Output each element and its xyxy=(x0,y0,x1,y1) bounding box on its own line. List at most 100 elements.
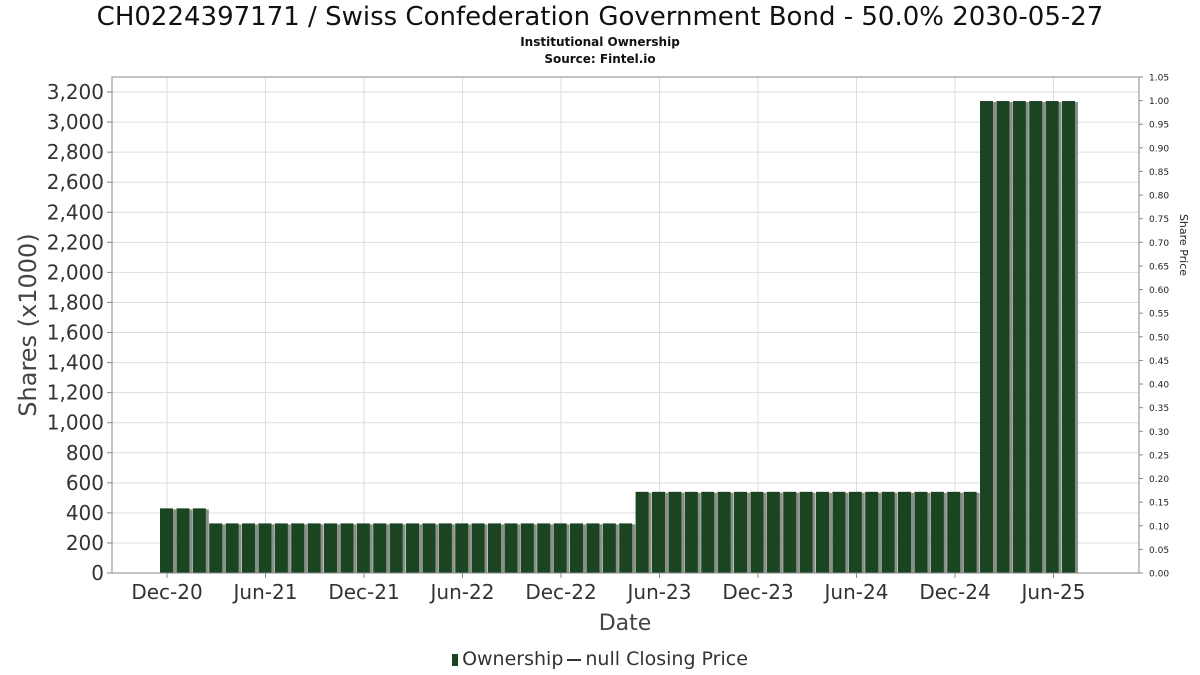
ownership-bar xyxy=(1062,101,1075,573)
y-tick-label: 600 xyxy=(66,471,104,495)
chart-source: Source: Fintel.io xyxy=(544,52,656,66)
ownership-bar xyxy=(1012,101,1026,573)
y-tick-label: 2,000 xyxy=(47,260,104,284)
ownership-bar xyxy=(356,523,370,573)
y-tick-label: 1,600 xyxy=(47,321,104,345)
ownership-bar xyxy=(865,491,879,573)
ownership-bar xyxy=(422,523,436,573)
y-tick-label: 2,800 xyxy=(47,140,104,164)
y-tick-label: 0 xyxy=(91,561,104,585)
ownership-bar xyxy=(635,491,649,573)
ownership-bar xyxy=(242,523,255,573)
y2-tick-label: 0.25 xyxy=(1149,451,1169,461)
ownership-bar xyxy=(389,523,403,573)
ownership-bar xyxy=(816,491,829,573)
ownership-bar xyxy=(602,523,616,573)
x-tick-label: Jun-21 xyxy=(232,580,298,604)
y2-tick-label: 0.85 xyxy=(1149,168,1169,178)
y2-tick-label: 0.30 xyxy=(1149,428,1169,438)
ownership-bar xyxy=(980,101,993,573)
ownership-bar xyxy=(258,523,272,573)
y-tick-label: 2,200 xyxy=(47,230,104,254)
y2-tick-label: 0.65 xyxy=(1149,262,1169,272)
ownership-bar xyxy=(324,523,337,573)
y-tick-label: 1,400 xyxy=(47,351,104,375)
y-axis: 0 200 400 600 800 1,000 1,200 1,400 1,600 1,800 2,… xyxy=(47,80,112,585)
ownership-bar xyxy=(455,523,469,573)
y2-tick-label: 0.20 xyxy=(1149,475,1169,485)
y-tick-label: 3,000 xyxy=(47,110,104,134)
ownership-bar xyxy=(652,491,665,573)
ownership-bar xyxy=(291,523,305,573)
y2-tick-label: 0.00 xyxy=(1149,570,1169,580)
y-tick-label: 1,800 xyxy=(47,290,104,314)
y2-tick-label: 0.80 xyxy=(1149,192,1169,202)
ownership-bar xyxy=(504,523,518,573)
ownership-bar xyxy=(619,523,633,573)
x-tick-label: Dec-21 xyxy=(328,580,399,604)
ownership-bar xyxy=(520,523,534,573)
ownership-bar xyxy=(570,523,583,573)
ownership-bar xyxy=(898,491,911,573)
chart-subtitle: Institutional Ownership xyxy=(520,35,680,49)
bar-layer xyxy=(160,101,1078,573)
y2-axis: 0.00 0.05 0.10 0.15 0.20 0.25 0.30 0.35 0.40 0.45… xyxy=(1139,74,1169,580)
x-tick-label: Jun-23 xyxy=(626,580,692,604)
y2-tick-label: 0.75 xyxy=(1149,215,1169,225)
ownership-bar xyxy=(701,491,715,573)
ownership-bar xyxy=(340,523,354,573)
y-tick-label: 1,200 xyxy=(47,381,104,405)
y2-tick-label: 0.55 xyxy=(1149,310,1169,320)
ownership-bar xyxy=(438,523,452,573)
y2-tick-label: 0.50 xyxy=(1149,333,1169,343)
y-axis-label: Shares (x1000) xyxy=(14,233,42,416)
ownership-bar xyxy=(668,491,682,573)
y-tick-label: 400 xyxy=(66,501,104,525)
ownership-bar xyxy=(684,491,698,573)
y2-tick-label: 0.40 xyxy=(1149,381,1169,391)
x-tick-label: Jun-22 xyxy=(429,580,495,604)
x-tick-label: Dec-20 xyxy=(131,580,202,604)
x-tick-label: Jun-25 xyxy=(1020,580,1086,604)
y-tick-label: 1,000 xyxy=(47,411,104,435)
x-tick-label: Dec-23 xyxy=(722,580,793,604)
closing-price-legend-line xyxy=(567,658,582,661)
ownership-bar xyxy=(373,523,387,573)
ownership-bar xyxy=(734,491,747,573)
ownership-bar xyxy=(307,523,321,573)
ownership-bar xyxy=(471,523,485,573)
y-tick-label: 800 xyxy=(66,441,104,465)
ownership-bar xyxy=(274,523,288,573)
y2-tick-label: 0.10 xyxy=(1149,522,1169,532)
y2-tick-label: 1.05 xyxy=(1149,74,1169,84)
y-tick-label: 3,200 xyxy=(47,80,104,104)
ownership-legend-label: Ownership xyxy=(462,648,564,670)
x-axis-label: Date xyxy=(599,611,652,636)
ownership-bar xyxy=(750,491,764,573)
grid-layer xyxy=(112,77,1139,574)
x-tick-label: Dec-24 xyxy=(919,580,990,604)
ownership-chart: 0 200 400 600 800 1,000 1,200 1,400 1,600 1,800 2,… xyxy=(14,74,1190,637)
ownership-bar xyxy=(176,508,190,573)
y-tick-label: 2,400 xyxy=(47,200,104,224)
x-tick-label: Jun-24 xyxy=(823,580,889,604)
x-axis: Dec-20 Jun-21 Dec-21 Jun-22 Dec-22 Jun-23 Dec-… xyxy=(131,573,1085,604)
ownership-bar xyxy=(1045,101,1059,573)
ownership-bar xyxy=(783,491,797,573)
y2-tick-label: 0.90 xyxy=(1149,144,1169,154)
ownership-bar xyxy=(406,523,419,573)
chart-legend: Ownership null Closing Price xyxy=(0,648,1200,670)
ownership-bar xyxy=(225,523,239,573)
ownership-bar xyxy=(996,101,1010,573)
y2-tick-label: 1.00 xyxy=(1149,97,1169,107)
ownership-legend-swatch xyxy=(452,653,459,666)
ownership-bar xyxy=(881,491,895,573)
ownership-bar xyxy=(160,508,173,573)
y2-tick-label: 0.35 xyxy=(1149,404,1169,414)
chart-title: CH0224397171 / Swiss Confederation Gover… xyxy=(96,2,1104,32)
ownership-bar xyxy=(914,491,928,573)
y2-tick-label: 0.45 xyxy=(1149,357,1169,367)
ownership-bar xyxy=(488,523,501,573)
y2-tick-label: 0.95 xyxy=(1149,121,1169,131)
y2-tick-label: 0.15 xyxy=(1149,499,1169,509)
